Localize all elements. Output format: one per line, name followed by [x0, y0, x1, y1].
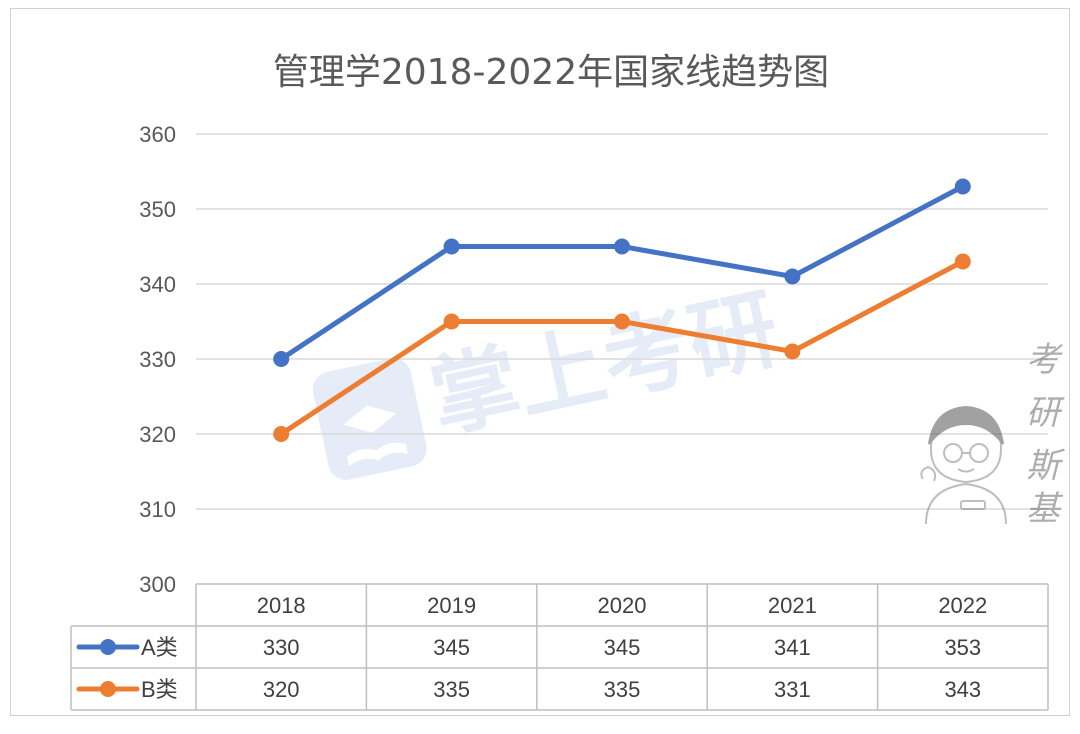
corner-watermark: 考 研 斯 基 [920, 340, 1066, 529]
x-tick-label: 2021 [768, 593, 817, 618]
data-table-cell: 335 [433, 677, 470, 702]
data-table-cell: 330 [263, 635, 300, 660]
y-tick-label: 300 [139, 572, 176, 597]
y-tick-label: 360 [139, 122, 176, 147]
x-tick-label: 2019 [427, 593, 476, 618]
chart-title: 管理学2018-2022年国家线趋势图 [273, 52, 829, 93]
data-point [954, 253, 971, 270]
y-tick-label: 330 [139, 347, 176, 372]
legend-key-marker [100, 681, 116, 697]
data-point [784, 268, 801, 285]
data-point [784, 343, 801, 360]
y-tick-label: 340 [139, 272, 176, 297]
y-tick-label: 350 [139, 197, 176, 222]
data-table-cell: 343 [944, 677, 981, 702]
data-point [273, 351, 290, 367]
data-table-cell: 320 [263, 677, 300, 702]
data-point [443, 238, 460, 255]
data-table-cell: 353 [944, 635, 981, 660]
data-table-cell: 345 [604, 635, 641, 660]
data-table: 2018 2019 2020 2021 2022 A类 330 345 345 341 353 B类 3… [70, 583, 1049, 711]
data-point [954, 178, 971, 195]
legend-label: B类 [141, 677, 178, 702]
legend-key-marker [100, 639, 116, 655]
y-tick-label: 320 [139, 422, 176, 447]
watermark-logo-text: 掌上考研 [421, 277, 787, 451]
data-point [614, 313, 630, 330]
data-point [614, 238, 630, 255]
y-axis-ticks: 300 310 320 330 340 350 360 [139, 122, 176, 597]
y-tick-label: 310 [139, 497, 176, 522]
corner-watermark-char-4: 基 [1026, 489, 1064, 529]
watermark-logo-icon [312, 358, 427, 480]
x-tick-label: 2022 [938, 593, 987, 618]
cartoon-boy-icon [920, 405, 1007, 525]
data-table-cell: 331 [774, 677, 811, 702]
data-point [443, 313, 460, 330]
legend-label: A类 [141, 635, 178, 660]
x-tick-label: 2018 [257, 593, 306, 618]
chart-frame: 掌上考研 管理学2018-2022年国家线趋势图 300 310 320 330 340… [10, 8, 1070, 716]
corner-watermark-char-1: 考 [1026, 340, 1063, 380]
series-lines [273, 178, 971, 442]
data-point [273, 426, 290, 442]
corner-watermark-char-2: 研 [1026, 393, 1065, 433]
graduation-cap-icon [343, 405, 397, 433]
line-chart: 掌上考研 管理学2018-2022年国家线趋势图 300 310 320 330 340… [70, 52, 1066, 711]
book-icon [346, 442, 408, 467]
gridlines [196, 133, 1048, 510]
data-table-cell: 341 [774, 635, 811, 660]
data-table-cell: 335 [604, 677, 641, 702]
data-table-cell: 345 [433, 635, 470, 660]
x-tick-label: 2020 [598, 593, 647, 618]
center-watermark: 掌上考研 [312, 277, 787, 480]
corner-watermark-char-3: 斯 [1026, 446, 1066, 486]
